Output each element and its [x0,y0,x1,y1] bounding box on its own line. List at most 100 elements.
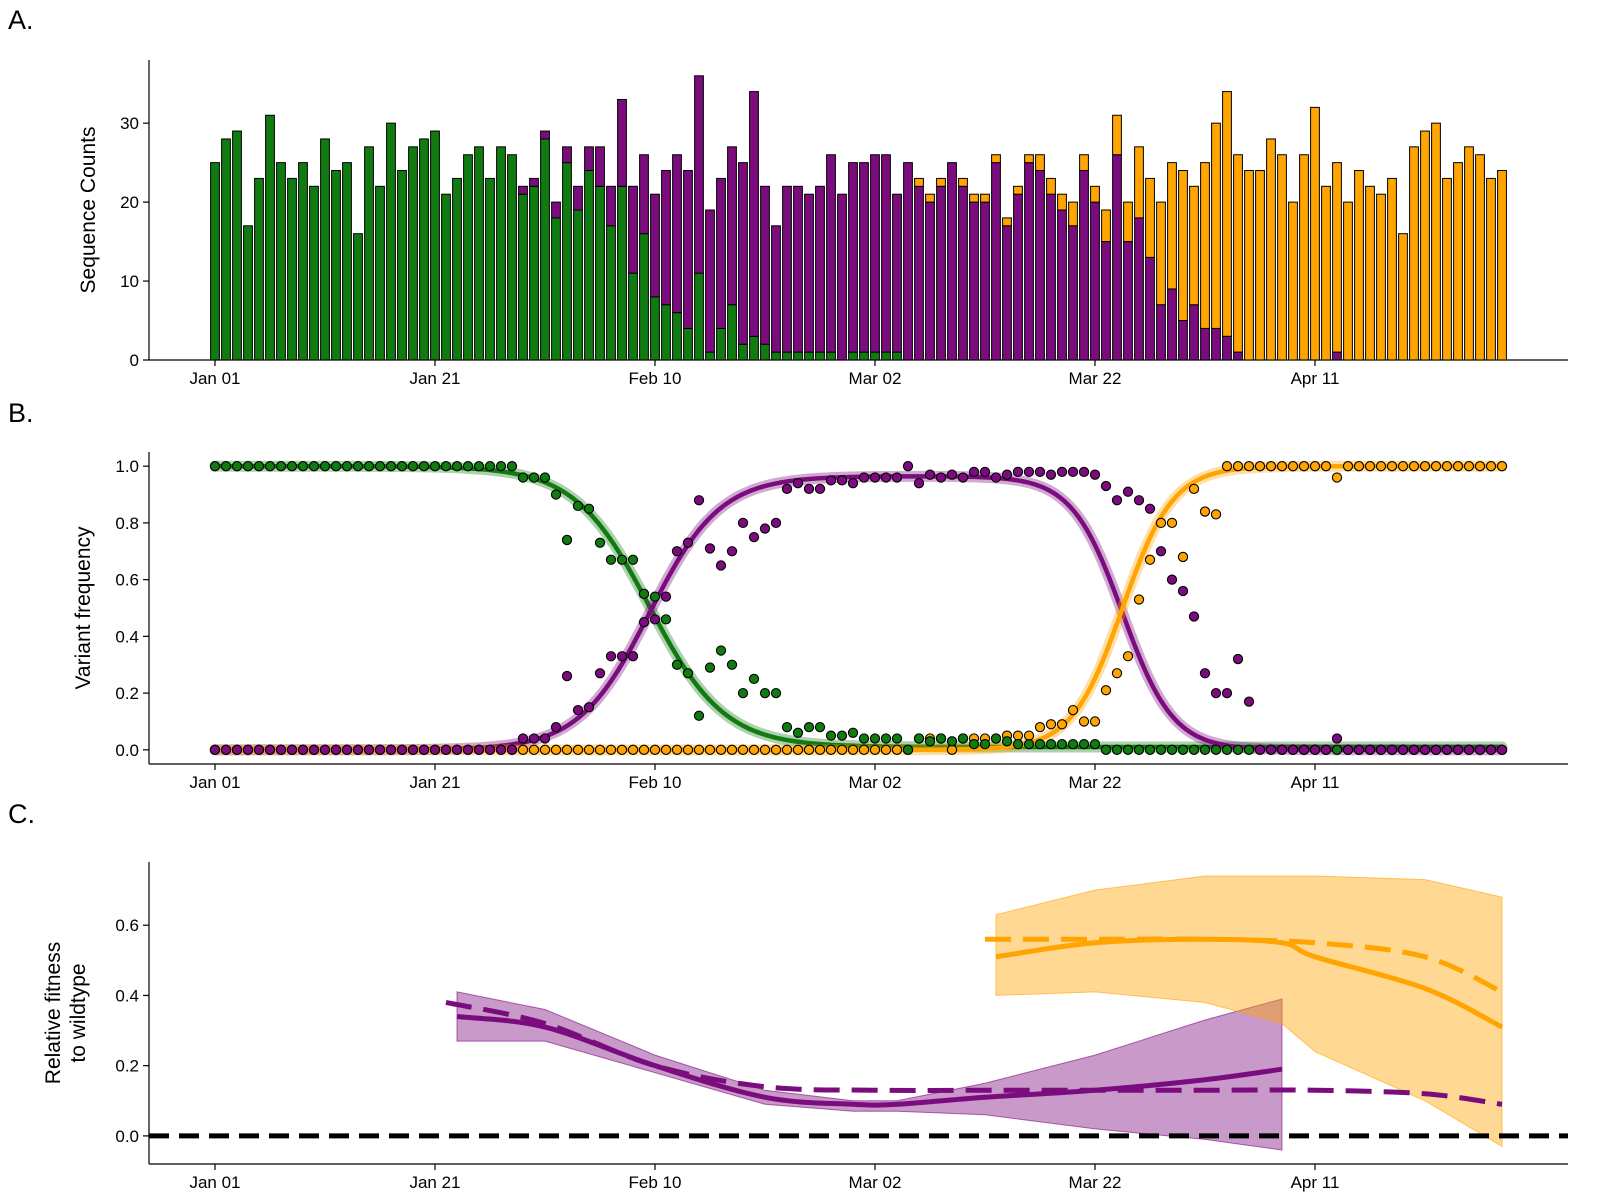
point-green [946,736,958,747]
point-purple [1485,744,1497,755]
point-purple [330,744,342,755]
point-purple [682,537,694,548]
point-green [880,733,892,744]
point-orange [528,744,540,755]
bar-purple [903,162,913,361]
point-orange [858,744,870,755]
point-orange [1320,461,1332,472]
point-purple [594,668,606,679]
point-orange [1375,461,1387,472]
point-purple [924,469,936,480]
bar-green [771,351,781,361]
point-purple [748,531,760,543]
bar-orange [1398,233,1408,361]
point-purple [1199,668,1211,679]
point-purple [1210,687,1222,699]
point-green [858,733,870,744]
point-purple [1122,486,1134,497]
x-tick-label: Mar 02 [849,369,902,388]
point-purple [1386,744,1398,755]
point-purple [902,461,914,472]
point-orange [1155,517,1167,529]
point-orange [1419,461,1431,472]
bar-green [276,162,286,361]
bar-green [540,138,550,361]
bar-green [892,351,902,361]
point-orange [517,744,529,755]
bar-orange [1277,154,1287,361]
bar-purple [870,154,880,353]
bar-orange [1112,114,1122,156]
point-green [1243,744,1255,755]
bar-green [265,114,275,361]
point-orange [1177,551,1189,563]
point-orange [869,744,881,755]
point-purple [1287,744,1299,755]
point-purple [1056,466,1068,478]
point-orange [891,744,903,755]
point-green [792,727,804,738]
bar-green [815,351,825,361]
point-purple [693,495,705,506]
point-purple [308,744,320,755]
bar-purple [1068,225,1078,361]
point-green [1056,738,1068,750]
bar-orange [1024,154,1034,164]
point-purple [627,651,639,662]
bar-green [749,335,759,361]
bar-purple [1101,241,1111,361]
bar-green [496,146,506,361]
bar-green [826,351,836,361]
point-orange [1331,472,1343,483]
fit-curve-green-band [209,460,1508,753]
point-green [605,554,617,565]
point-orange [737,744,749,755]
point-green [715,645,727,656]
point-green [297,461,309,472]
point-orange [880,744,892,755]
bar-green [683,327,693,361]
point-orange [1430,461,1442,472]
point-green [1133,744,1145,755]
bar-purple [1233,351,1243,361]
point-orange [1089,716,1101,727]
bar-purple [705,209,715,353]
point-purple [1298,744,1310,755]
bar-orange [1178,170,1188,322]
bar-orange [1310,106,1320,361]
point-orange [814,744,826,755]
point-purple [1364,744,1376,755]
bar-orange [1464,146,1474,361]
point-purple [638,617,650,628]
point-green [891,733,903,744]
bar-orange [1200,162,1210,329]
point-orange [1452,461,1464,472]
point-purple [616,651,628,662]
point-green [748,673,760,685]
point-orange [1111,668,1123,679]
y-tick-label: 30 [120,114,139,133]
panel-label: B. [8,398,34,428]
point-green [1166,744,1178,755]
bar-purple [1222,335,1232,361]
point-green [484,461,496,472]
point-green [1232,744,1244,755]
point-purple [374,744,386,755]
point-orange [649,744,661,755]
y-axis-label-line: Relative fitness [42,942,65,1084]
x-tick-label: Mar 22 [1069,773,1122,792]
point-green [352,461,364,472]
point-orange [1364,461,1376,472]
point-green [638,588,650,599]
bar-purple [782,185,792,353]
point-purple [1100,480,1112,492]
y-tick-label: 0.4 [115,986,139,1005]
x-tick-label: Jan 21 [409,773,460,792]
point-green [1210,744,1222,755]
point-green [803,721,815,733]
point-purple [825,475,837,486]
bar-orange [1255,170,1265,361]
point-green [341,461,353,472]
point-purple [220,744,232,755]
y-tick-label: 0 [130,351,139,370]
